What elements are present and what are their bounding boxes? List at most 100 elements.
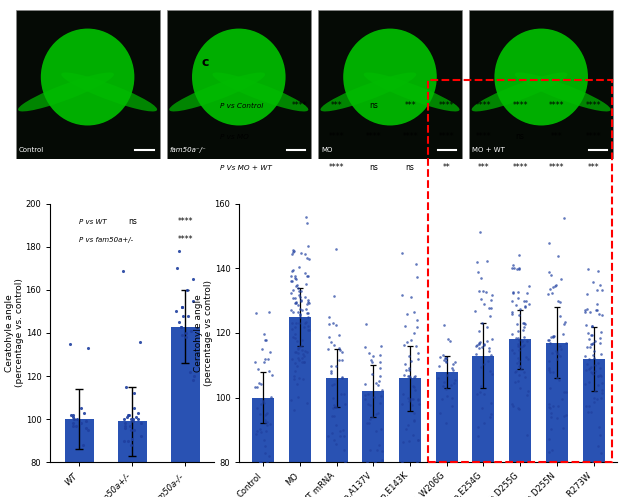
Point bbox=[399, 341, 409, 349]
Point bbox=[289, 294, 299, 302]
Point bbox=[508, 288, 518, 296]
Point bbox=[595, 334, 605, 342]
Point bbox=[589, 398, 599, 406]
Point bbox=[288, 308, 298, 316]
Point bbox=[584, 365, 594, 373]
Point bbox=[589, 347, 599, 355]
Point bbox=[304, 313, 314, 321]
Text: ***: *** bbox=[404, 101, 416, 110]
Point bbox=[68, 421, 78, 429]
Point bbox=[69, 419, 79, 427]
Point bbox=[252, 427, 262, 435]
Point bbox=[123, 411, 134, 419]
Point bbox=[323, 432, 333, 440]
Point bbox=[331, 404, 341, 412]
Point bbox=[297, 375, 307, 383]
Point bbox=[255, 425, 265, 433]
Point bbox=[512, 265, 522, 273]
Point bbox=[583, 409, 593, 416]
Point bbox=[260, 418, 270, 426]
Point bbox=[337, 373, 347, 381]
Point bbox=[260, 355, 270, 363]
Point bbox=[544, 339, 554, 347]
Point bbox=[412, 323, 422, 331]
Point bbox=[69, 415, 79, 423]
Point bbox=[397, 458, 407, 466]
Point bbox=[405, 373, 415, 381]
Point bbox=[287, 306, 297, 314]
Point bbox=[302, 309, 312, 317]
Point bbox=[520, 373, 530, 381]
Bar bbox=[469, 10, 613, 159]
Point bbox=[583, 343, 593, 351]
Point bbox=[518, 333, 529, 341]
Point bbox=[123, 411, 134, 419]
Point bbox=[297, 358, 307, 366]
Point bbox=[513, 264, 524, 272]
Point bbox=[544, 357, 554, 365]
Point bbox=[68, 413, 78, 421]
Point bbox=[509, 263, 519, 271]
Point bbox=[508, 289, 518, 297]
Point bbox=[294, 374, 304, 382]
Point bbox=[403, 394, 413, 402]
Point bbox=[544, 240, 554, 248]
Point bbox=[334, 344, 344, 352]
Point bbox=[326, 429, 336, 437]
Point bbox=[365, 415, 375, 423]
Point bbox=[474, 287, 484, 295]
Point bbox=[296, 248, 306, 256]
Point bbox=[447, 381, 457, 389]
Point bbox=[590, 367, 600, 375]
Point bbox=[514, 250, 524, 258]
Point bbox=[367, 358, 377, 366]
Point bbox=[476, 388, 486, 396]
Point bbox=[176, 323, 186, 331]
Point bbox=[514, 361, 524, 369]
Point bbox=[292, 284, 302, 292]
Point bbox=[188, 376, 198, 384]
Point bbox=[507, 400, 517, 408]
Point bbox=[580, 352, 590, 360]
Text: P vs Control: P vs Control bbox=[220, 102, 264, 108]
Point bbox=[551, 281, 561, 289]
Point bbox=[589, 354, 599, 362]
Point bbox=[294, 349, 304, 357]
Point bbox=[519, 341, 529, 349]
Point bbox=[176, 303, 186, 311]
Point bbox=[585, 343, 595, 351]
Text: ns: ns bbox=[369, 163, 378, 172]
Bar bbox=[118, 421, 147, 497]
Text: P Vs MO + WT: P Vs MO + WT bbox=[220, 165, 272, 170]
Bar bbox=[428, 80, 612, 462]
Point bbox=[125, 421, 135, 429]
Text: a: a bbox=[9, 0, 18, 2]
Point bbox=[69, 411, 79, 419]
Point bbox=[544, 435, 554, 443]
Point bbox=[558, 424, 568, 432]
Point bbox=[514, 406, 524, 414]
Point bbox=[581, 403, 591, 411]
Point bbox=[556, 342, 566, 350]
Point bbox=[486, 410, 496, 418]
Point bbox=[509, 349, 519, 357]
Point bbox=[556, 275, 566, 283]
Point bbox=[302, 272, 312, 280]
Point bbox=[79, 409, 89, 416]
Point bbox=[78, 441, 88, 449]
Point bbox=[588, 370, 598, 378]
Point bbox=[507, 310, 517, 318]
Point bbox=[596, 350, 606, 358]
Point bbox=[435, 353, 445, 361]
Point bbox=[258, 397, 268, 405]
Point bbox=[597, 386, 607, 394]
Point bbox=[551, 346, 561, 354]
Point bbox=[131, 413, 141, 421]
Point bbox=[513, 265, 524, 273]
Text: ***: *** bbox=[551, 132, 563, 141]
Point bbox=[404, 372, 415, 380]
Point bbox=[81, 424, 91, 432]
Point bbox=[552, 355, 562, 363]
Point bbox=[364, 349, 374, 357]
Point bbox=[479, 390, 490, 398]
